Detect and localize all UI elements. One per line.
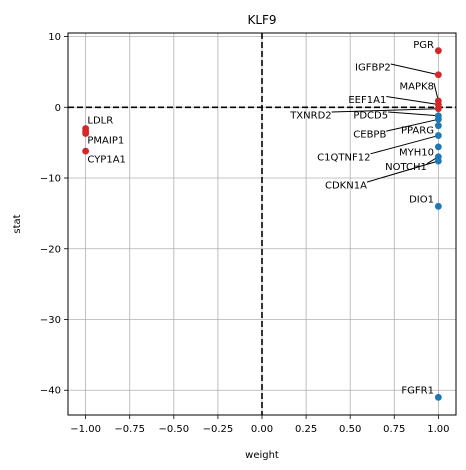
point-label: NOTCH1 (385, 162, 427, 173)
point-label: MYH10 (399, 147, 434, 158)
data-point-negative (434, 393, 442, 401)
point-label: LDLR (87, 116, 113, 127)
point-label: MAPK8 (400, 82, 434, 93)
x-tick-label: 0.25 (295, 424, 317, 435)
label-leader-line (386, 96, 439, 105)
point-label: DIO1 (409, 195, 434, 206)
x-tick-label: −0.75 (114, 424, 145, 435)
data-point-positive (434, 47, 442, 55)
reference-lines (68, 33, 456, 415)
data-point-positive (82, 147, 90, 155)
point-label: IGFBP2 (355, 62, 391, 73)
x-axis-title: weight (245, 450, 279, 461)
x-tick-label: −1.00 (70, 424, 101, 435)
data-point-negative (434, 157, 442, 165)
x-tick-label: 1.00 (427, 424, 449, 435)
axis-ticks: −1.00 −0.75 −0.50 −0.25 0.00 0.25 0.50 0.75 1.00… (40, 32, 450, 435)
y-tick-label: 10 (48, 32, 61, 43)
data-point-negative (434, 122, 442, 130)
point-label: PGR (413, 40, 434, 51)
x-tick-label: 0.00 (251, 424, 273, 435)
y-axis-title: stat (12, 214, 23, 233)
point-label: PDCD5 (353, 111, 388, 122)
label-leader-line (366, 160, 439, 183)
x-tick-label: 0.50 (339, 424, 361, 435)
point-label: C1QTNF12 (317, 152, 370, 163)
label-leader-line (370, 135, 439, 155)
point-label: EEF1A1 (348, 95, 386, 106)
y-tick-label: −20 (40, 244, 61, 255)
y-tick-label: −40 (40, 386, 61, 397)
data-point-positive (434, 71, 442, 79)
y-tick-label: −30 (40, 315, 61, 326)
data-points (82, 47, 442, 401)
data-point-negative (434, 202, 442, 210)
point-label: PMAIP1 (87, 135, 124, 146)
point-label: CEBPB (353, 130, 386, 141)
data-point-negative (434, 115, 442, 123)
data-point-negative (434, 132, 442, 139)
y-tick-label: −10 (40, 174, 61, 185)
label-leader-line (390, 63, 439, 76)
label-leader-line (331, 108, 439, 113)
x-tick-label: −0.50 (158, 424, 189, 435)
point-label: CYP1A1 (87, 154, 126, 165)
data-point-positive (82, 130, 90, 137)
x-tick-label: 0.75 (383, 424, 405, 435)
point-label: TXNRD2 (289, 111, 331, 122)
x-tick-label: −0.25 (203, 424, 234, 435)
point-label: CDKN1A (325, 181, 367, 192)
point-label: PPARG (401, 125, 434, 136)
label-leader-line (386, 118, 439, 132)
chart-title: KLF9 (247, 13, 276, 27)
point-labels: LDLR PMAIP1 CYP1A1 PGR IGFBP2 MAPK8 EEF1A1 TXNR… (87, 40, 434, 397)
data-point-positive (434, 105, 442, 113)
y-tick-label: 0 (55, 103, 61, 114)
data-point-negative (434, 143, 442, 151)
label-leader-line (388, 111, 439, 117)
point-label: FGFR1 (401, 386, 434, 397)
